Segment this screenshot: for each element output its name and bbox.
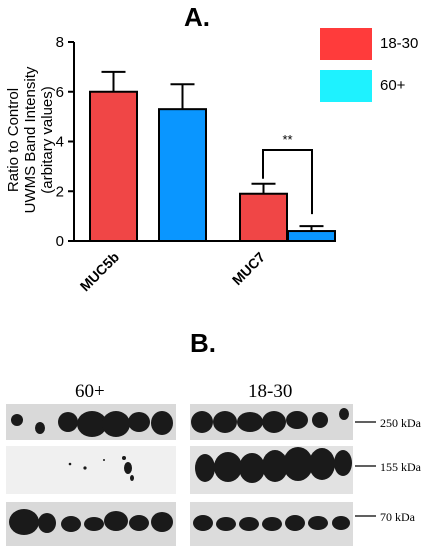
marker-250kda: 250 kDa xyxy=(380,416,421,430)
marker-155kda: 155 kDa xyxy=(380,460,421,474)
significance-bracket-line xyxy=(262,149,313,215)
x-labels: MUC5b MUC7 xyxy=(77,249,269,295)
marker-70kda: 70 kDa xyxy=(380,510,415,524)
y-axis-label-line-1: Ratio to Control xyxy=(5,88,22,192)
bar-muc5b-60plus xyxy=(158,108,207,242)
legend-label-60plus: 60+ xyxy=(380,77,406,94)
legend-swatch-18-30 xyxy=(320,28,372,60)
y-tick-label: 4 xyxy=(56,134,64,151)
western-blot-image xyxy=(6,404,376,546)
significance-bracket: ** xyxy=(262,132,313,215)
y-axis-label-line-3: (arbitary values) xyxy=(39,86,56,194)
y-ticks: 0 2 4 6 8 xyxy=(56,34,74,250)
error-bars-group xyxy=(101,70,324,232)
legend-swatch-60plus xyxy=(320,70,372,102)
bar-chart: 0 2 4 6 8 MUC5b MUC7 ** Ratio to Control UWMS… xyxy=(5,34,336,295)
y-tick-label: 0 xyxy=(56,233,64,250)
bar-muc7-60plus xyxy=(287,230,336,243)
bars-group xyxy=(89,90,336,243)
significance-label: ** xyxy=(282,132,292,147)
legend-label-18-30: 18-30 xyxy=(380,35,419,52)
x-category-label: MUC5b xyxy=(77,249,122,294)
blot-group-60plus-label: 60+ xyxy=(75,381,105,402)
x-category-label: MUC7 xyxy=(229,249,269,289)
bar-muc7-18-30 xyxy=(239,192,288,243)
panel-b-title: B. xyxy=(190,328,216,358)
bar-muc5b-18-30 xyxy=(89,90,138,242)
blot-group-18-30-label: 18-30 xyxy=(248,381,293,402)
y-axis-label-line-2: UWMS Band Intensity xyxy=(22,66,39,213)
y-tick-label: 8 xyxy=(56,34,64,51)
y-tick-label: 2 xyxy=(56,183,64,200)
y-tick-label: 6 xyxy=(56,84,64,101)
panel-a-title: A. xyxy=(184,2,210,32)
